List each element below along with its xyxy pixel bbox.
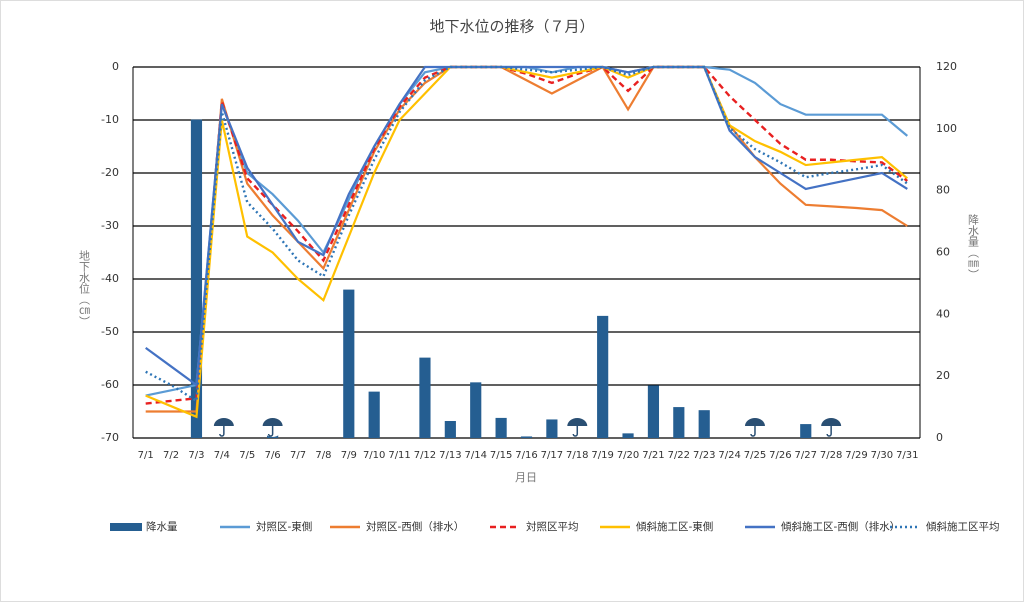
chart-title: 地下水位の推移（７月） xyxy=(429,18,594,36)
legend-label: 対照区平均 xyxy=(526,520,579,533)
bar xyxy=(698,410,710,438)
icon-canopy xyxy=(567,418,588,426)
icon-canopy xyxy=(744,418,765,426)
bar xyxy=(470,382,482,438)
y-tick-label: -40 xyxy=(101,272,119,285)
x-tick-label: 7/23 xyxy=(693,450,715,461)
umbrella-icon xyxy=(212,415,235,437)
x-tick-label: 7/28 xyxy=(820,450,842,461)
x-tick-label: 7/26 xyxy=(769,450,791,461)
x-tick-label: 7/2 xyxy=(163,450,179,461)
icon-handle xyxy=(219,426,225,437)
icon-handle xyxy=(572,426,579,437)
legend-label: 降水量 xyxy=(146,520,178,533)
bar xyxy=(190,119,203,438)
line xyxy=(145,65,909,405)
bar xyxy=(647,385,660,438)
bar xyxy=(597,315,609,438)
y-tick-label: -50 xyxy=(101,325,119,338)
y-tick-label: -70 xyxy=(101,431,119,444)
x-tick-label: 7/18 xyxy=(566,450,588,461)
x-tick-label: 7/24 xyxy=(718,450,740,461)
y2-tick-label: 60 xyxy=(936,246,950,259)
x-tick-label: 7/11 xyxy=(388,450,410,461)
x-tick-label: 7/8 xyxy=(315,450,331,461)
x-tick-label: 7/30 xyxy=(871,450,893,461)
y-axis-label: 地下水位（㎝） xyxy=(78,250,91,327)
y2-tick-label: 0 xyxy=(936,431,943,444)
icon-canopy xyxy=(213,418,234,426)
x-tick-label: 7/15 xyxy=(490,450,512,461)
x-tick-label: 7/31 xyxy=(896,450,918,461)
x-tick-label: 7/21 xyxy=(642,450,664,461)
y2-tick-label: 40 xyxy=(936,307,950,320)
bar xyxy=(495,417,507,438)
bar xyxy=(673,407,685,438)
icon-handle xyxy=(750,426,756,437)
x-tick-label: 7/13 xyxy=(439,450,461,461)
x-tick-label: 7/22 xyxy=(668,450,690,461)
bar xyxy=(444,420,456,438)
bar xyxy=(368,391,380,438)
legend-label: 傾斜施工区平均 xyxy=(926,520,1000,533)
line xyxy=(145,65,909,419)
x-tick-label: 7/12 xyxy=(414,450,436,461)
x-tick-label: 7/20 xyxy=(617,450,639,461)
bar xyxy=(343,289,355,438)
x-tick-label: 7/6 xyxy=(265,450,281,461)
y2-axis-label: 降水量（㎜） xyxy=(967,213,980,280)
y-tick-label: -60 xyxy=(101,378,119,391)
line xyxy=(145,65,908,413)
icon-handle xyxy=(826,426,832,437)
x-tick-label: 7/9 xyxy=(341,450,357,461)
legend-label: 傾斜施工区-西側（排水） xyxy=(781,520,900,533)
umbrella-icon xyxy=(820,415,843,437)
x-tick-label: 7/3 xyxy=(188,450,204,461)
x-tick-label: 7/4 xyxy=(214,450,230,461)
x-tick-label: 7/16 xyxy=(515,450,537,461)
y-tick-label: -20 xyxy=(101,166,119,179)
x-axis-label: 月日 xyxy=(515,471,537,484)
icon-canopy xyxy=(821,418,842,426)
y-tick-label: -30 xyxy=(101,219,119,232)
y2-tick-label: 100 xyxy=(936,122,957,135)
y2-tick-label: 80 xyxy=(936,184,950,197)
bar xyxy=(520,436,533,438)
x-tick-label: 7/10 xyxy=(363,450,385,461)
legend-label: 傾斜施工区-東側 xyxy=(636,520,713,533)
icon-handle xyxy=(267,426,274,437)
x-tick-label: 7/19 xyxy=(591,450,613,461)
y2-tick-label: 20 xyxy=(936,369,950,382)
legend-label: 対照区-東側 xyxy=(256,520,312,533)
x-tick-label: 7/14 xyxy=(464,450,486,461)
icon-canopy xyxy=(262,418,283,426)
bar xyxy=(800,424,812,438)
legend-swatch xyxy=(110,523,142,531)
x-tick-label: 7/5 xyxy=(239,450,255,461)
y-tick-label: -10 xyxy=(101,113,119,126)
line xyxy=(145,65,908,388)
y2-tick-label: 120 xyxy=(936,60,957,73)
bar xyxy=(622,433,634,438)
y-tick-label: 0 xyxy=(112,60,119,73)
x-tick-label: 7/7 xyxy=(290,450,306,461)
bar xyxy=(546,419,558,438)
x-tick-label: 7/25 xyxy=(744,450,766,461)
x-tick-label: 7/17 xyxy=(541,450,563,461)
line xyxy=(145,65,909,403)
bar xyxy=(419,357,431,438)
legend-label: 対照区-西側（排水） xyxy=(366,520,464,533)
x-tick-label: 7/1 xyxy=(138,450,154,461)
umbrella-icon xyxy=(261,415,284,437)
x-tick-label: 7/27 xyxy=(795,450,817,461)
umbrella-icon xyxy=(566,415,589,437)
umbrella-icon xyxy=(743,415,766,437)
x-tick-label: 7/29 xyxy=(845,450,867,461)
